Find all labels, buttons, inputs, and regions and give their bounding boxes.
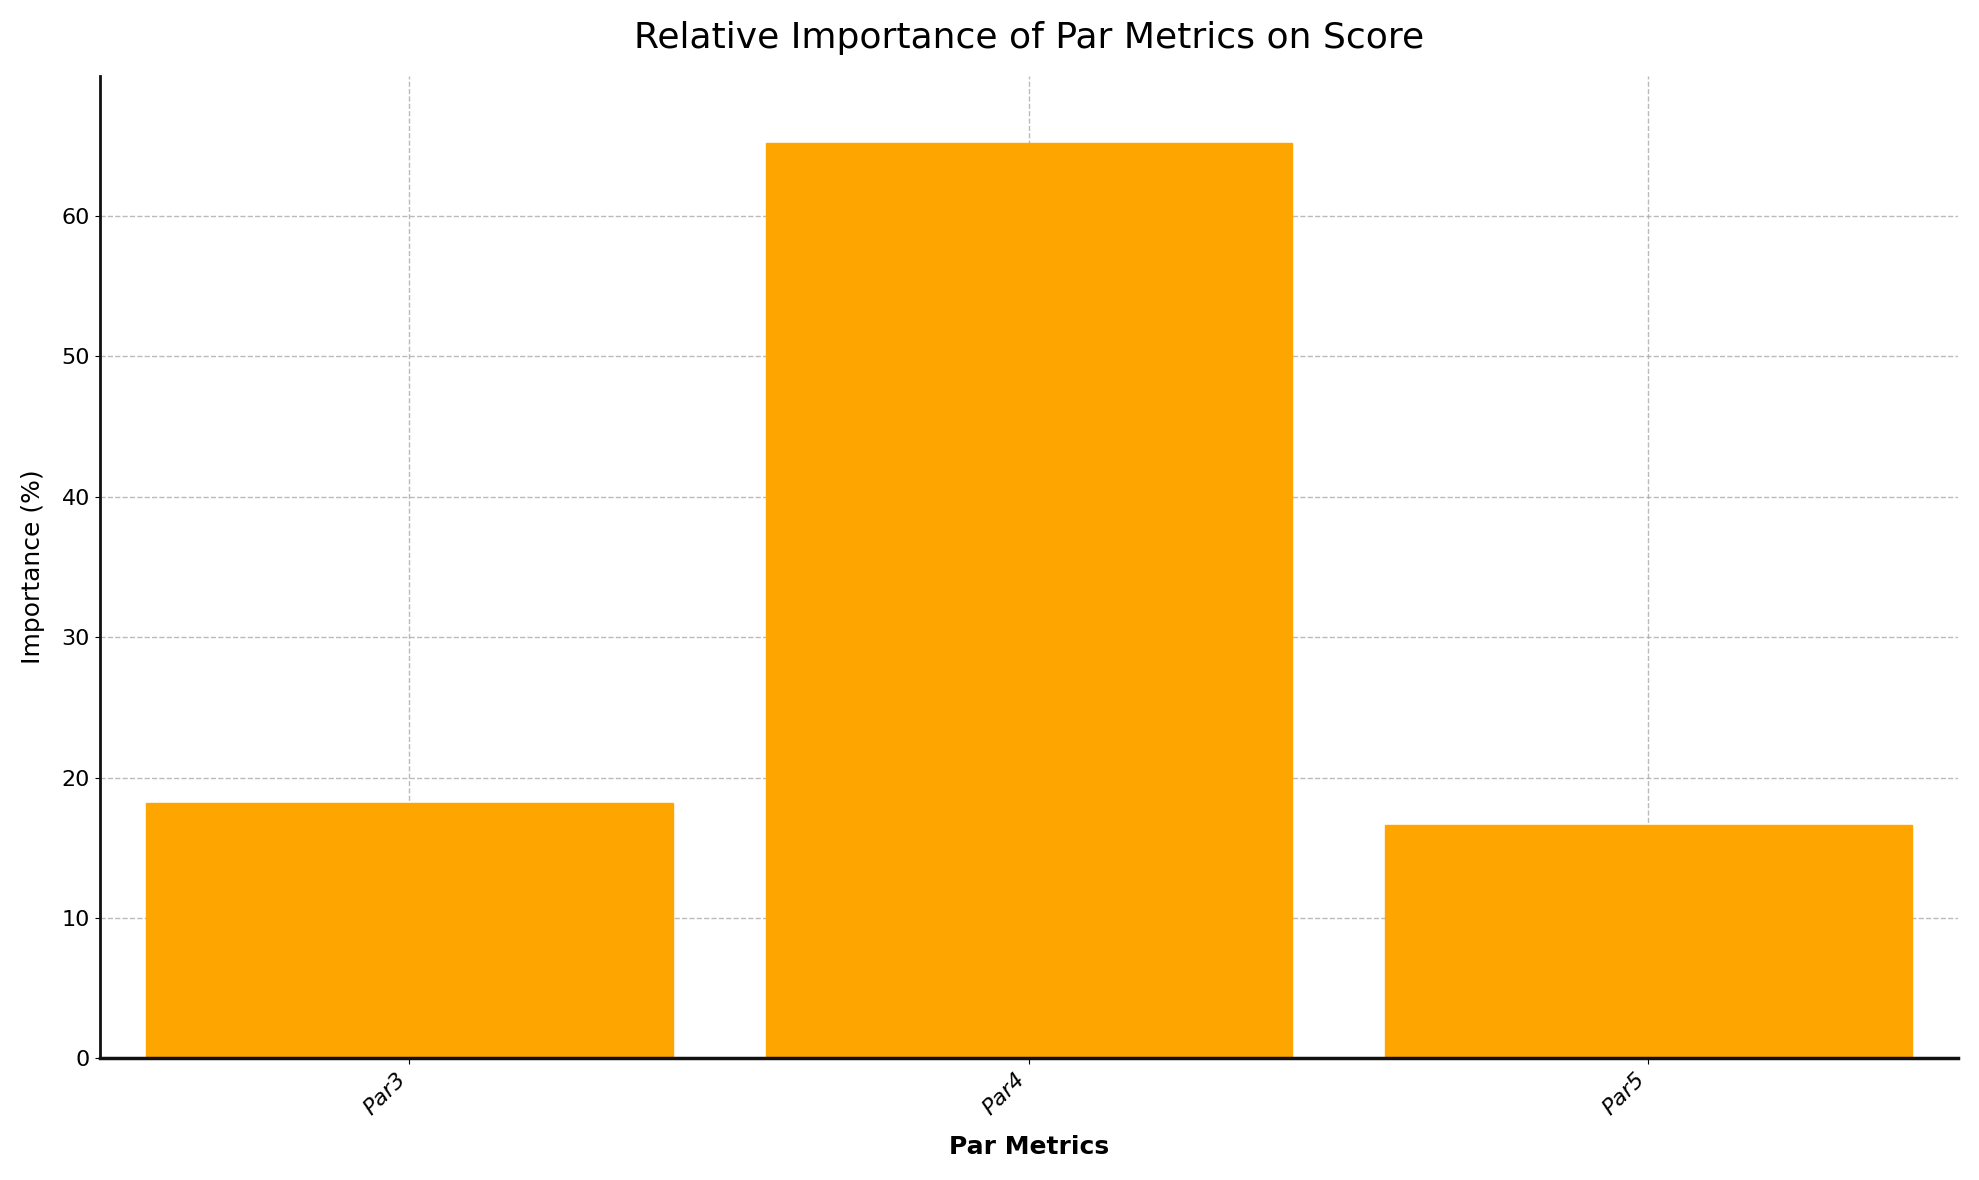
X-axis label: Par Metrics: Par Metrics xyxy=(948,1135,1108,1159)
Title: Relative Importance of Par Metrics on Score: Relative Importance of Par Metrics on Sc… xyxy=(633,21,1425,54)
Bar xyxy=(1385,825,1912,1058)
Y-axis label: Importance (%): Importance (%) xyxy=(22,470,46,664)
Bar xyxy=(766,143,1292,1058)
Bar xyxy=(146,802,673,1058)
